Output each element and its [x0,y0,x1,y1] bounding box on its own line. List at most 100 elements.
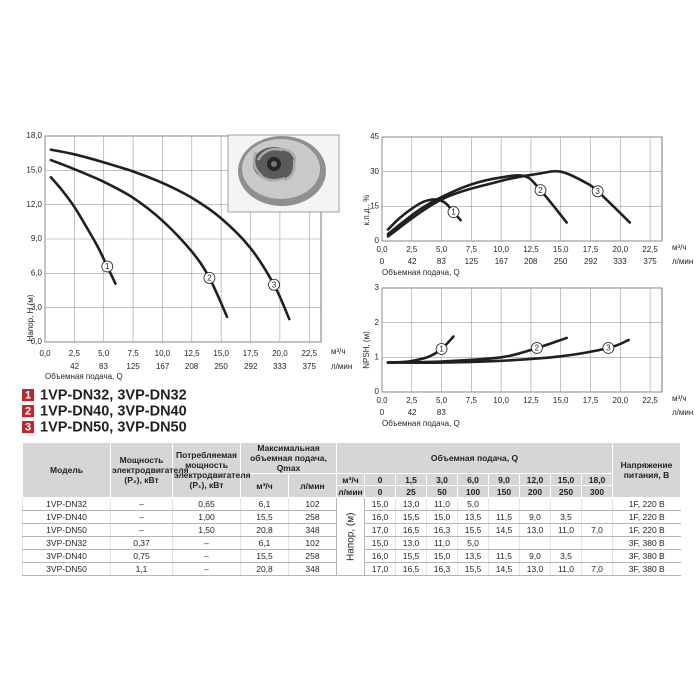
x2-tick-label: 0 [380,408,385,417]
curve [386,169,632,238]
y-axis-label: NPSH, (м) [362,331,371,369]
legend-swatch [22,405,34,417]
data-row: 3VP-DN50 1,1–20,8 348 17,0 16,5 16,3 15,5 14,5 1… [22,562,681,576]
data-cell: 0,65 [172,497,241,511]
head-cell: 16,3 [426,562,458,576]
head-cell: 16,5 [395,562,427,576]
curve-label: 3 [595,187,600,196]
x2-tick-label: 83 [99,362,108,371]
data-cell: 1VP-DN50 [22,523,111,537]
x-tick-label: 12,5 [523,396,539,405]
empty-cell [488,536,520,550]
flow-cell: 18,0 [580,473,614,486]
data-cell: 15,5 [240,549,289,563]
plots: 0,03,06,09,012,015,018,00,0 2,5 5,0 7,5 10,0… [26,131,693,428]
empty-cell [580,497,613,511]
data-cell: 1VP-DN40 [22,510,111,524]
curve-label-badge [591,185,604,198]
head-cell: 15,0 [426,549,458,563]
x-tick-label: 2,5 [406,396,418,405]
legend: 1 1VP-DN32, 3VP-DN32 2 1VP-DN40, 3VP-DN4… [22,387,187,435]
x-tick-label: 7,5 [128,349,140,358]
empty-cell [550,536,582,550]
data-cell: 3VP-DN50 [22,562,111,576]
x-tick-label: 20,0 [272,349,288,358]
x-tick-label: 12,5 [184,349,200,358]
curve-label: 2 [538,186,543,195]
x2-tick-label: 167 [156,362,170,371]
y-tick-label: 18,0 [26,131,42,140]
data-cell: 3VP-DN32 [22,536,111,550]
x2-tick-label: 292 [584,257,598,266]
data-cell: 3F, 380 В [612,549,681,563]
x-tick-label: 15,0 [553,396,569,405]
empty-cell [519,497,551,511]
flow-cell: 200 [519,485,551,498]
y-tick-label: 0 [375,236,380,245]
head-cell: 15,5 [395,510,427,524]
data-cell: 3F, 380 В [612,536,681,550]
head-cell: 7,0 [580,523,613,537]
head-cell: 7,0 [580,562,613,576]
y-tick-label: 30 [370,167,379,176]
y-tick-label: 0,0 [31,337,43,346]
head-cell: 15,0 [426,510,458,524]
header-cell: Модель [22,442,111,498]
header-row: Модель Мощность электродвигателя (P₂), кВ… [22,442,682,498]
x2-tick-label: 83 [437,408,446,417]
data-row: 1VP-DN50–1,50 20,8 348 17,0 16,5 16,3 15,5 14,5… [22,523,681,537]
x-tick-label: 5,0 [436,396,448,405]
legend-number: 3 [25,421,31,433]
legend-number: 1 [25,389,31,401]
x-unit: м³/ч [331,347,346,356]
y-tick-label: 45 [370,132,379,141]
head-cell: 11,5 [488,510,520,524]
header-cell: Напряжение питания, В [612,442,682,498]
x-tick-label: 17,5 [583,396,599,405]
x-tick-label: 7,5 [466,396,478,405]
x-tick-label: 17,5 [583,245,599,254]
x2-tick-label: 42 [408,257,417,266]
x-tick-label: 22,5 [301,349,317,358]
curve-label: 3 [606,344,611,353]
head-cell: 13,0 [395,536,427,550]
data-cell: 102 [288,497,337,511]
data-cell: 348 [288,523,337,537]
curve-label: 3 [272,280,277,289]
head-cell: 3,5 [550,549,582,563]
curve-label: 2 [207,274,212,283]
x-tick-label: 2,5 [406,245,418,254]
unit-cell: м³/ч [336,473,365,486]
flow-cell: 100 [457,485,489,498]
data-cell: 258 [288,549,337,563]
x-axis-label: Объемная подача, Q [382,419,460,428]
y-axis-label: к.п.д., % [362,195,371,226]
legend-label: 1VP-DN32, 3VP-DN32 [40,387,187,403]
data-row: 1VP-DN32–0,65 6,1 102 Напор, (м) 15,0 13,0 11,… [22,497,681,576]
flow-cell: 0 [364,473,396,486]
curve-label: 1 [439,345,444,354]
flow-cell: 50 [426,485,458,498]
curve-label-badge [530,342,543,354]
flow-cell: 15,0 [550,473,582,486]
data-cell: 1F, 220 В [612,497,681,511]
head-cell: 9,0 [519,549,551,563]
head-cell: 15,0 [364,536,396,550]
x-tick-label: 22,5 [642,396,658,405]
y-tick-label: 3,0 [31,303,43,312]
x2-tick-label: 333 [613,257,627,266]
data-cell: 3F, 380 В [612,562,681,576]
x2-unit: л/мин [672,257,693,266]
head-cell: 13,0 [519,562,551,576]
header-cell: Потребляемая мощность электродвигателя (… [172,442,251,498]
head-cell: 15,5 [457,523,489,537]
x-tick-label: 20,0 [613,396,629,405]
flow-cell: 3,0 [426,473,458,486]
data-cell: – [172,549,241,563]
x2-tick-label: 250 [214,362,228,371]
x2-tick-label: 42 [408,408,417,417]
data-cell: 102 [288,536,337,550]
spec-table: Модель Мощность электродвигателя (P₂), кВ… [22,442,682,576]
head-label: Напор, (м) [336,497,365,576]
